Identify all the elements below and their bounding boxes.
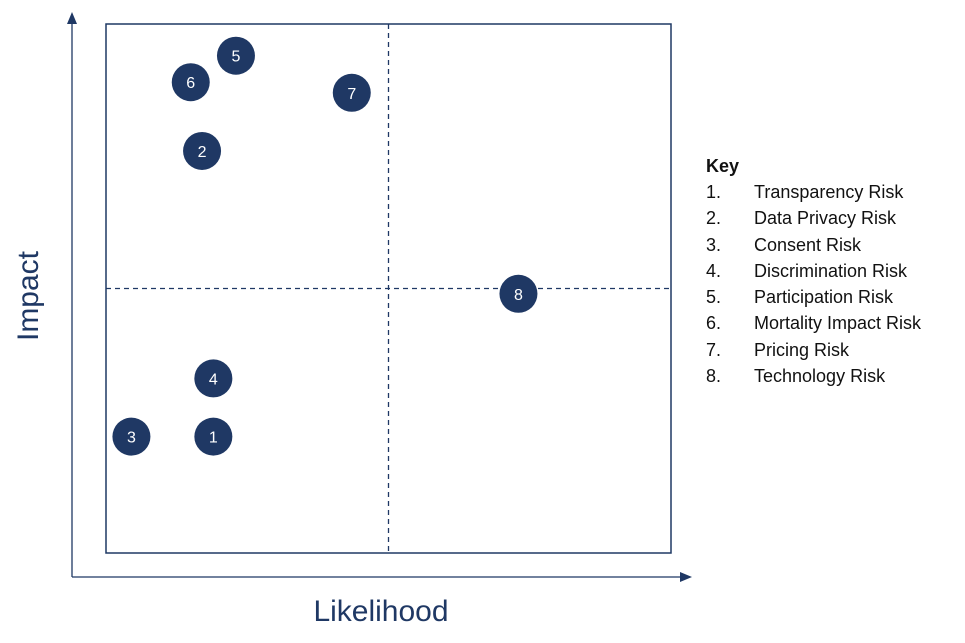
key-item-label: Transparency Risk	[754, 182, 904, 202]
risk-point-label: 3	[127, 430, 136, 447]
x-axis-arrowhead	[680, 572, 692, 582]
risk-point-6	[171, 63, 210, 102]
y-axis-label: Impact	[12, 250, 45, 341]
key-item-number: 7.	[706, 339, 722, 360]
key-legend: Key 1. Transparency Risk 2. Data Privacy Ri…	[706, 153, 921, 389]
risk-point-3	[112, 417, 151, 456]
key-item: 3. Consent Risk	[706, 232, 921, 258]
risk-point-label: 6	[186, 75, 195, 92]
risk-point-2	[183, 131, 222, 170]
key-list: 1. Transparency Risk 2. Data Privacy Risk 3.…	[706, 179, 921, 389]
key-item: 1. Transparency Risk	[706, 179, 921, 205]
key-title: Key	[706, 156, 740, 176]
key-item: 2. Data Privacy Risk	[706, 205, 921, 231]
risk-point-label: 5	[231, 49, 240, 66]
key-item-label: Discrimination Risk	[754, 260, 908, 281]
risk-point-8	[499, 274, 538, 313]
risk-point-4	[194, 359, 233, 398]
key-item-number: 5.	[706, 287, 722, 308]
key-item-number: 6.	[706, 313, 722, 334]
risk-point-label: 4	[209, 371, 218, 388]
risk-bubbles: 1 2 3 4 5 6 7 8	[112, 36, 538, 456]
key-item-label: Mortality Impact Risk	[754, 313, 922, 334]
key-item-number: 3.	[706, 234, 722, 255]
risk-point-7	[332, 73, 371, 112]
risk-point-label: 8	[514, 287, 523, 304]
key-item: 5. Participation Risk	[706, 284, 921, 310]
key-item: 8. Technology Risk	[706, 363, 921, 389]
risk-point-label: 2	[198, 144, 207, 161]
key-item-label: Data Privacy Risk	[754, 208, 897, 229]
key-item-number: 2.	[706, 208, 722, 229]
key-item-number: 8.	[706, 366, 722, 387]
key-item-label: Participation Risk	[754, 287, 894, 308]
risk-point-label: 1	[209, 430, 218, 447]
key-item-label: Technology Risk	[754, 366, 886, 387]
key-item-label: Consent Risk	[754, 234, 862, 255]
key-item-number: 4.	[706, 260, 722, 281]
key-item: 7. Pricing Risk	[706, 337, 921, 363]
key-item: 6. Mortality Impact Risk	[706, 310, 921, 336]
risk-point-5	[216, 36, 255, 75]
key-item: 4. Discrimination Risk	[706, 258, 921, 284]
key-item-number: 1.	[706, 182, 722, 202]
y-axis-arrowhead	[67, 12, 77, 24]
key-item-label: Pricing Risk	[754, 339, 850, 360]
risk-point-1	[194, 417, 233, 456]
risk-point-label: 7	[347, 86, 356, 103]
x-axis-label: Likelihood	[313, 595, 448, 628]
